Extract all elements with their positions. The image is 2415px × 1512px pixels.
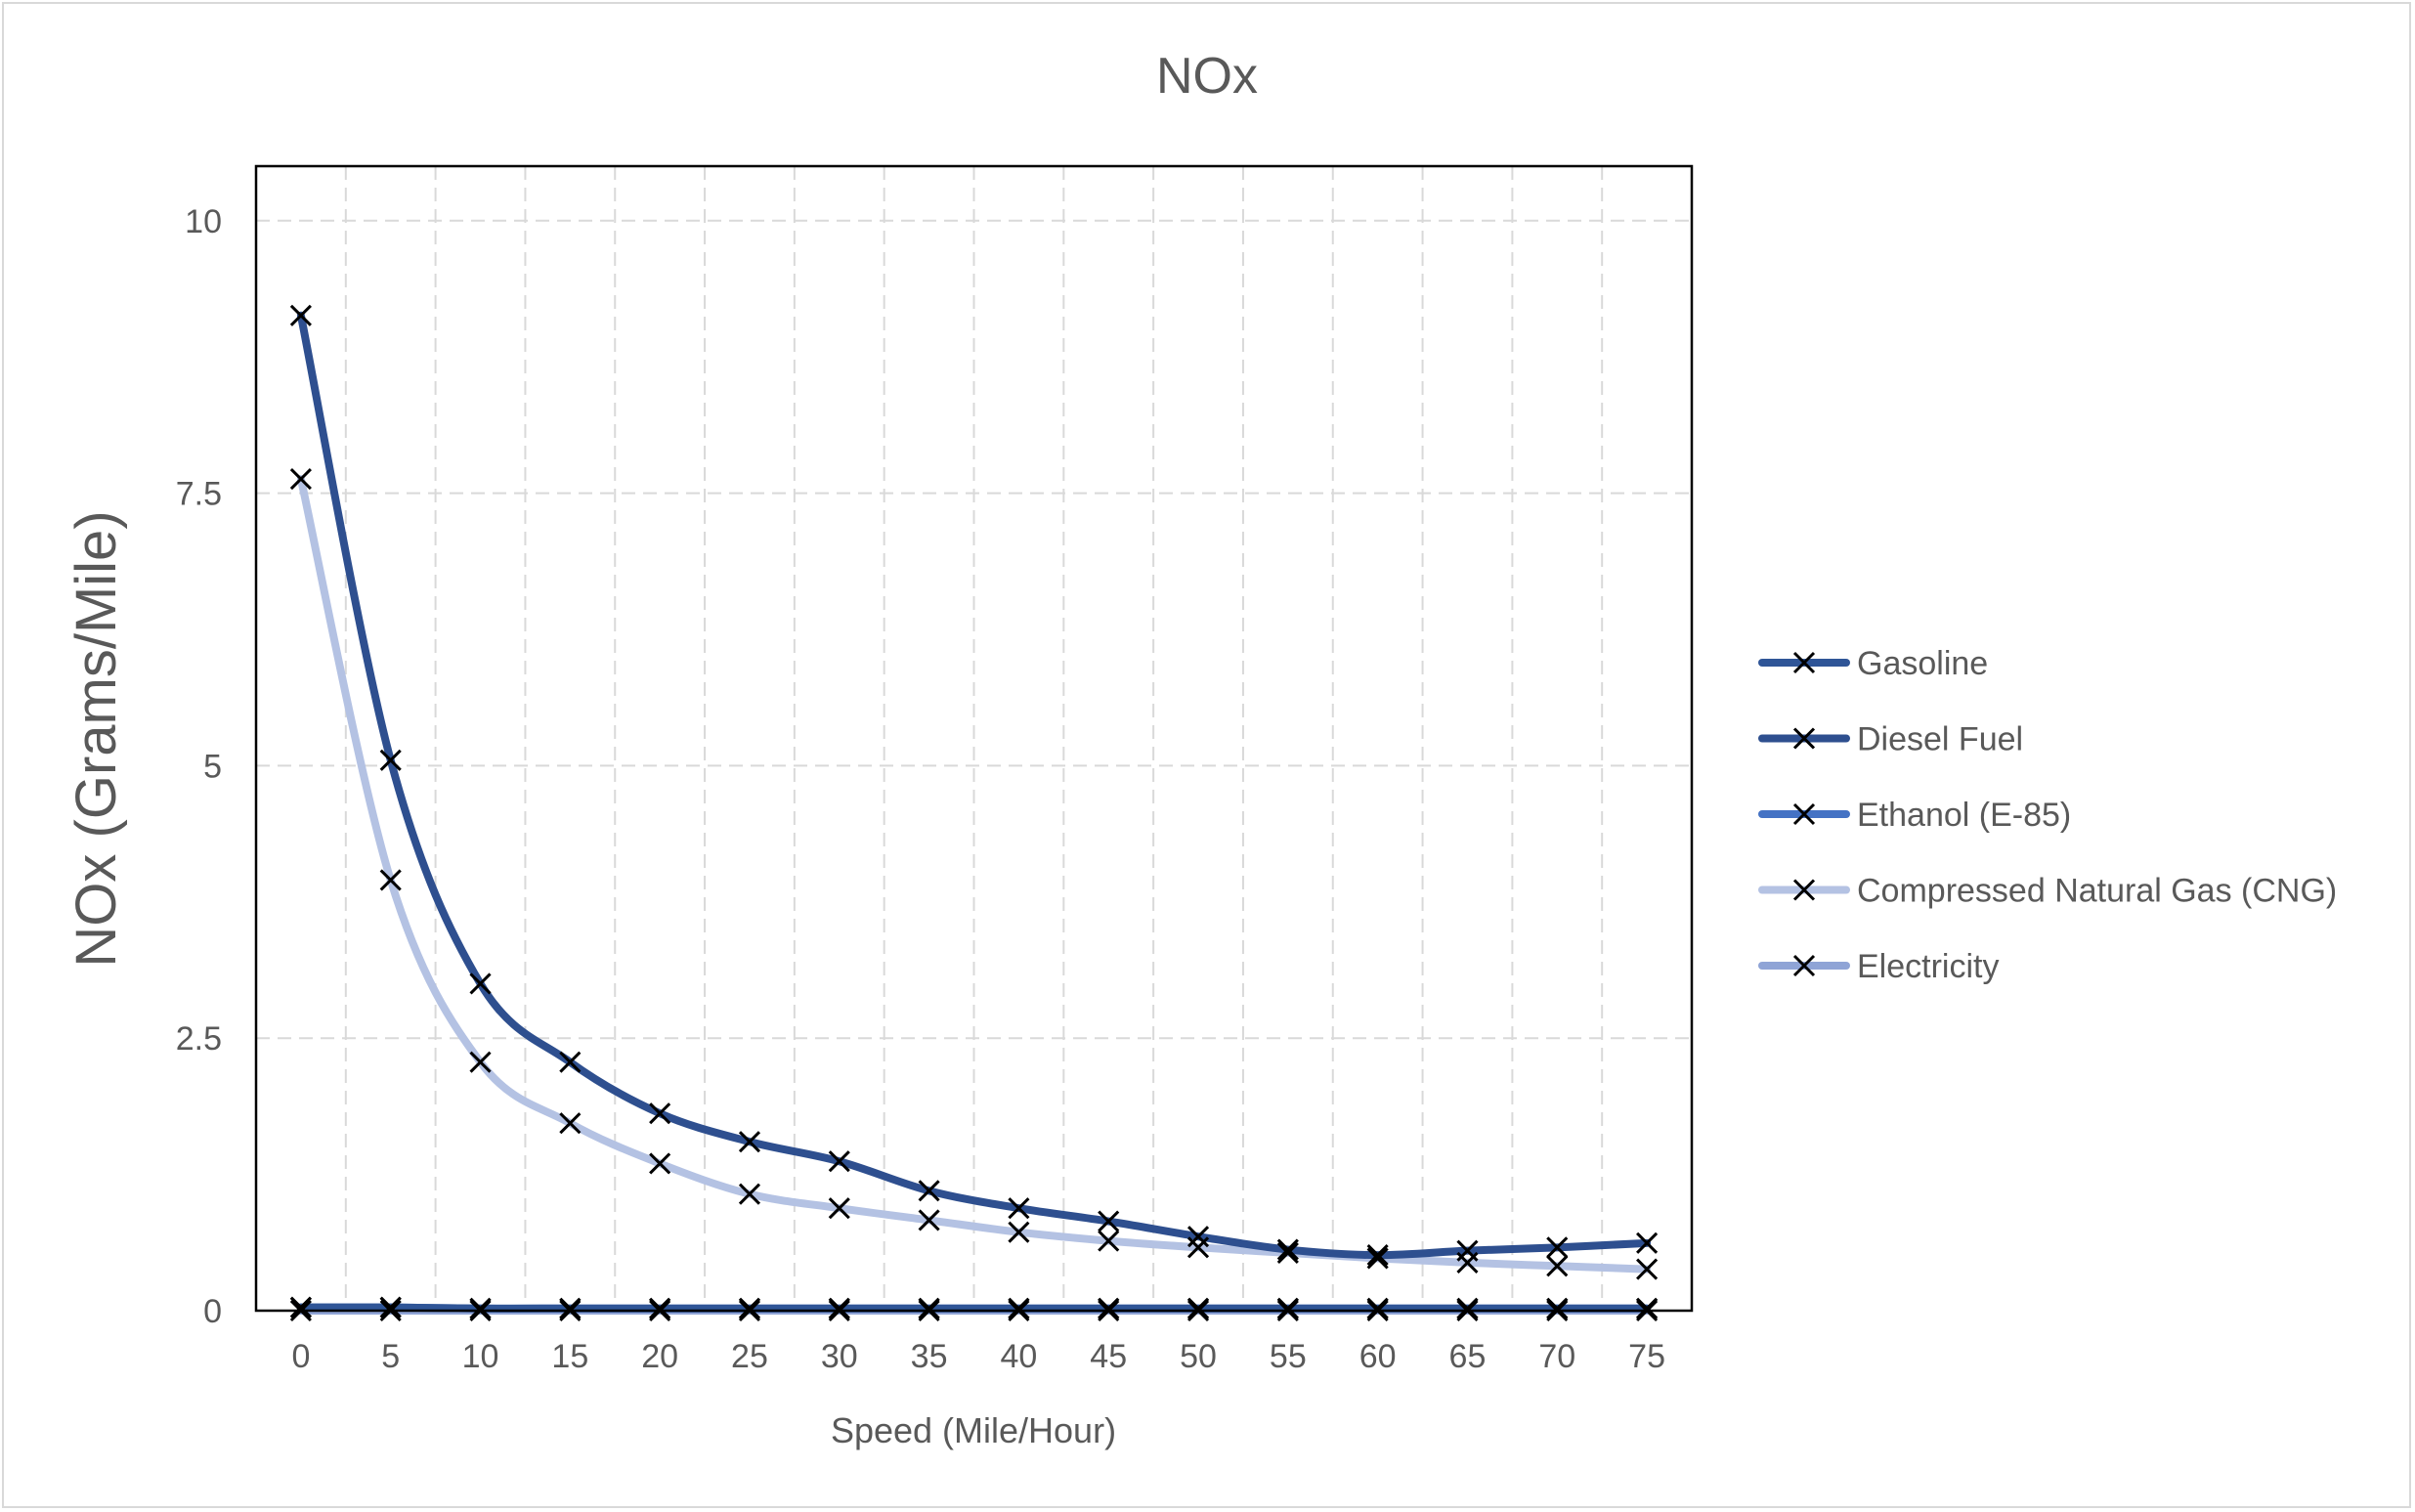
x-tick-label: 5	[381, 1338, 400, 1375]
y-tick-label: 2.5	[176, 1020, 222, 1058]
data-point-compressed-natural-gas-cng	[1366, 1247, 1389, 1270]
legend-label: Ethanol (E-85)	[1857, 797, 2071, 834]
data-point-diesel-fuel	[1186, 1226, 1210, 1248]
data-point-ethanol-e-85	[1276, 1297, 1299, 1319]
legend-label: Diesel Fuel	[1857, 721, 2023, 758]
data-point-diesel-fuel	[559, 1051, 582, 1073]
data-point-diesel-fuel	[918, 1180, 940, 1202]
y-tick-label: 7.5	[176, 476, 222, 513]
data-point-diesel-fuel	[649, 1102, 671, 1125]
legend-item: Ethanol (E-85)	[1758, 797, 2071, 834]
legend-label: Compressed Natural Gas (CNG)	[1857, 873, 2337, 910]
data-point-ethanol-e-85	[1366, 1297, 1389, 1319]
x-tick-label: 10	[462, 1338, 499, 1375]
legend-marker	[1792, 651, 1816, 674]
data-point-ethanol-e-85	[1636, 1297, 1659, 1319]
x-tick-label: 45	[1090, 1338, 1127, 1375]
x-tick-labels: 0 5 10 15 20 25 30 35 40 45 50 55 60 65 70 75	[291, 1338, 1665, 1375]
legend-item: Gasoline	[1758, 645, 1988, 682]
y-axis-label: NOx (Grams/Mile)	[65, 510, 128, 967]
series-line-compressed-natural-gas-cng	[296, 475, 1652, 1274]
data-point-compressed-natural-gas-cng	[649, 1152, 671, 1175]
data-point-compressed-natural-gas-cng	[1186, 1236, 1210, 1259]
data-point-compressed-natural-gas-cng	[559, 1112, 582, 1135]
data-point-compressed-natural-gas-cng	[379, 869, 402, 891]
x-tick-label: 65	[1449, 1338, 1487, 1375]
data-point-diesel-fuel	[1276, 1238, 1299, 1261]
data-point-diesel-fuel	[828, 1150, 850, 1173]
series-markers	[289, 304, 1659, 1322]
legend-marker	[1792, 954, 1816, 977]
x-tick-label: 20	[641, 1338, 678, 1375]
plot-area-border	[254, 164, 1694, 1313]
data-point-ethanol-e-85	[379, 1296, 402, 1318]
x-tick-label: 60	[1359, 1338, 1397, 1375]
legend: Gasoline Diesel Fuel Ethanol (E-85) Compres…	[1758, 645, 2337, 985]
data-point-diesel-fuel	[1098, 1210, 1120, 1232]
data-point-compressed-natural-gas-cng	[738, 1183, 761, 1205]
data-point-compressed-natural-gas-cng	[1008, 1221, 1030, 1243]
data-point-ethanol-e-85	[289, 1296, 312, 1318]
data-point-ethanol-e-85	[738, 1297, 761, 1319]
data-point-diesel-fuel	[1366, 1244, 1389, 1267]
data-point-diesel-fuel	[1546, 1236, 1569, 1259]
legend-item: Compressed Natural Gas (CNG)	[1758, 873, 2337, 910]
gridlines	[256, 166, 1692, 1311]
x-tick-label: 35	[911, 1338, 948, 1375]
legend-item: Diesel Fuel	[1758, 721, 2023, 758]
legend-marker	[1792, 802, 1816, 826]
x-tick-label: 15	[551, 1338, 588, 1375]
data-point-ethanol-e-85	[1098, 1297, 1120, 1319]
data-point-compressed-natural-gas-cng	[289, 468, 312, 491]
data-point-ethanol-e-85	[1546, 1297, 1569, 1319]
y-tick-label: 10	[185, 203, 222, 240]
x-tick-label: 40	[1000, 1338, 1037, 1375]
data-point-ethanol-e-85	[559, 1297, 582, 1319]
data-point-compressed-natural-gas-cng	[1456, 1251, 1479, 1274]
data-point-ethanol-e-85	[828, 1297, 850, 1319]
series-line-diesel-fuel	[296, 311, 1652, 1260]
y-tick-label: 0	[203, 1293, 222, 1330]
series-line-gasoline	[296, 1303, 1652, 1313]
data-point-ethanol-e-85	[469, 1297, 492, 1319]
legend-marker	[1792, 727, 1816, 750]
x-tick-label: 0	[291, 1338, 310, 1375]
x-tick-label: 25	[731, 1338, 768, 1375]
data-point-compressed-natural-gas-cng	[1098, 1230, 1120, 1252]
x-tick-label: 50	[1180, 1338, 1217, 1375]
data-point-ethanol-e-85	[1186, 1297, 1210, 1319]
data-point-ethanol-e-85	[1008, 1297, 1030, 1319]
data-point-compressed-natural-gas-cng	[1636, 1258, 1659, 1280]
data-point-compressed-natural-gas-cng	[1276, 1241, 1299, 1264]
x-tick-label: 55	[1270, 1338, 1307, 1375]
data-point-ethanol-e-85	[918, 1297, 940, 1319]
data-point-ethanol-e-85	[1456, 1297, 1479, 1319]
chart-title: NOx	[1156, 48, 1258, 105]
x-tick-label: 70	[1538, 1338, 1575, 1375]
y-tick-label: 5	[203, 748, 222, 785]
data-point-compressed-natural-gas-cng	[918, 1209, 940, 1231]
data-point-diesel-fuel	[1636, 1231, 1659, 1254]
data-point-ethanol-e-85	[649, 1297, 671, 1319]
legend-marker	[1792, 879, 1816, 901]
x-axis-label: Speed (Mile/Hour)	[831, 1410, 1116, 1450]
legend-item: Electricity	[1758, 948, 1999, 985]
y-tick-labels: 0 2.5 5 7.5 10	[176, 203, 222, 1330]
data-point-diesel-fuel	[289, 304, 312, 326]
data-point-diesel-fuel	[379, 749, 402, 771]
data-point-diesel-fuel	[738, 1131, 761, 1153]
legend-label: Electricity	[1857, 948, 1999, 985]
data-point-compressed-natural-gas-cng	[469, 1051, 492, 1073]
legend-label: Gasoline	[1857, 645, 1988, 682]
data-point-diesel-fuel	[1008, 1197, 1030, 1220]
data-point-compressed-natural-gas-cng	[1546, 1255, 1569, 1277]
x-tick-label: 75	[1628, 1338, 1665, 1375]
data-point-diesel-fuel	[469, 972, 492, 995]
data-point-compressed-natural-gas-cng	[828, 1197, 850, 1220]
x-tick-label: 30	[821, 1338, 858, 1375]
